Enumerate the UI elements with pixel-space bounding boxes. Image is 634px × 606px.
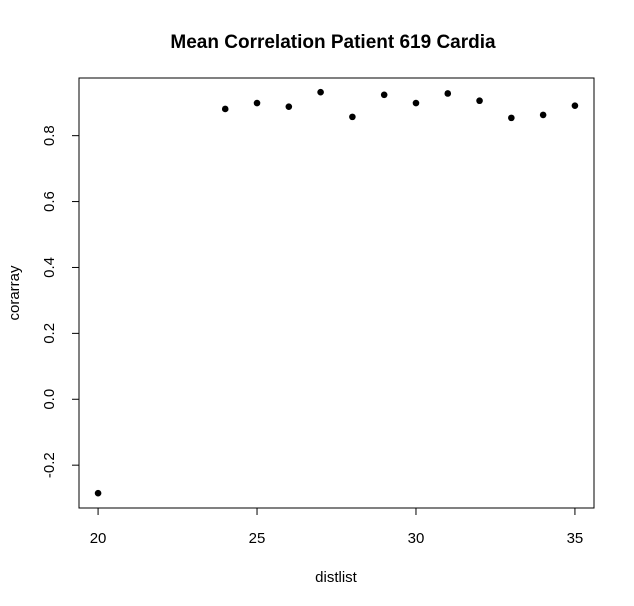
y-tick-label: -0.2 — [41, 452, 58, 478]
data-point — [508, 114, 515, 122]
data-point — [444, 90, 452, 97]
data-point — [221, 105, 229, 113]
data-point — [317, 88, 324, 96]
y-tick-label: 0.6 — [41, 191, 58, 212]
x-axis-label: distlist — [315, 569, 358, 586]
x-tick-label: 25 — [249, 530, 266, 547]
y-axis-label: corarray — [6, 265, 23, 321]
data-point — [285, 103, 293, 110]
data-point — [539, 111, 547, 119]
data-point — [94, 489, 102, 497]
data-point — [571, 102, 579, 109]
data-points — [94, 88, 579, 497]
data-point — [253, 99, 261, 107]
data-point — [349, 113, 356, 121]
plot-frame — [78, 77, 595, 509]
data-point — [380, 91, 388, 99]
y-tick-label: 0.4 — [41, 257, 58, 278]
x-axis: 20 25 30 35 — [90, 507, 584, 547]
x-tick-label: 35 — [567, 530, 584, 547]
y-tick-label: 0.0 — [41, 389, 58, 410]
data-point — [412, 99, 420, 107]
y-tick-label: 0.2 — [41, 323, 58, 344]
data-point — [476, 97, 483, 105]
chart-title: Mean Correlation Patient 619 Cardia — [170, 32, 496, 53]
x-tick-label: 20 — [90, 530, 107, 547]
y-tick-label: 0.8 — [41, 125, 58, 146]
y-axis: -0.2 0.0 0.2 0.4 0.6 0.8 — [41, 125, 80, 478]
x-tick-label: 30 — [408, 530, 425, 547]
